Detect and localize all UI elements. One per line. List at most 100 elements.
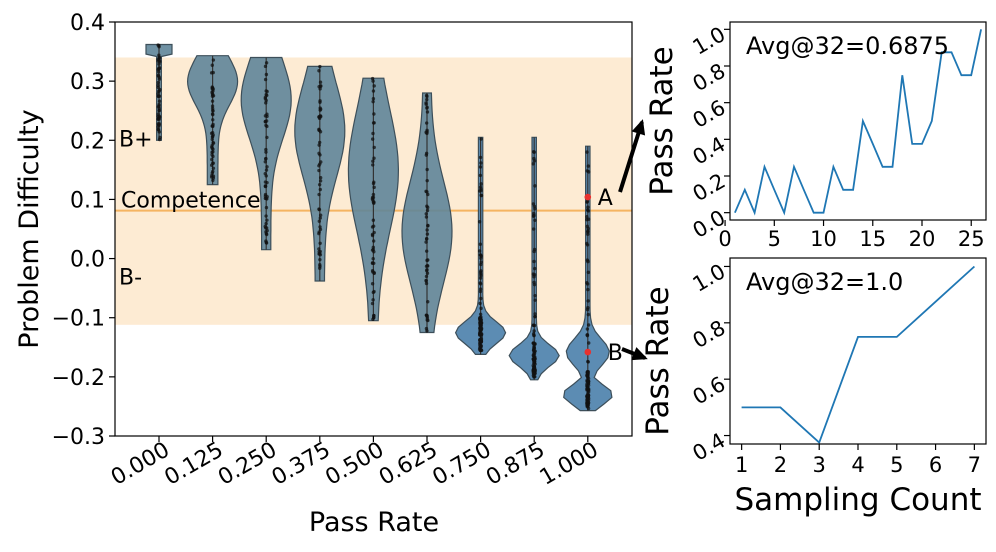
sample-point bbox=[211, 94, 216, 98]
sample-point bbox=[478, 155, 483, 160]
arrows-layer bbox=[618, 119, 648, 361]
sample-point bbox=[209, 131, 214, 136]
sample-point bbox=[478, 289, 483, 294]
sample-point bbox=[211, 58, 216, 62]
sample-point bbox=[586, 209, 591, 213]
sample-point bbox=[477, 220, 482, 224]
sample-point bbox=[587, 341, 591, 345]
sample-point bbox=[425, 258, 429, 263]
sample-point bbox=[264, 214, 268, 218]
sample-point bbox=[532, 211, 536, 216]
sample-point bbox=[585, 215, 589, 219]
sample-point bbox=[425, 228, 429, 232]
sample-point bbox=[479, 182, 483, 186]
sample-point bbox=[426, 192, 430, 197]
sample-point bbox=[425, 110, 430, 114]
sample-point bbox=[157, 114, 161, 118]
inset-x-tick-label: 20 bbox=[909, 227, 936, 251]
sample-point bbox=[424, 278, 428, 283]
sample-point bbox=[317, 143, 321, 147]
sample-point bbox=[586, 323, 591, 327]
sample-point bbox=[317, 219, 322, 223]
point-b-label: B bbox=[608, 341, 623, 366]
sample-point bbox=[585, 371, 590, 375]
sample-point bbox=[425, 232, 430, 236]
sample-point bbox=[533, 207, 537, 211]
violins-layer bbox=[145, 43, 613, 412]
bottom-inset-annotation: Avg@32=1.0 bbox=[746, 268, 903, 296]
sample-point bbox=[211, 109, 215, 113]
sample-point bbox=[371, 163, 375, 167]
sample-point bbox=[531, 323, 536, 327]
sample-point bbox=[318, 225, 322, 229]
sample-point bbox=[318, 99, 322, 103]
sample-point bbox=[157, 102, 161, 107]
sample-point bbox=[531, 341, 536, 345]
sample-point bbox=[478, 165, 483, 169]
sample-point bbox=[479, 260, 483, 264]
sample-point bbox=[533, 218, 537, 222]
sample-point bbox=[370, 233, 375, 238]
sample-point bbox=[318, 216, 322, 220]
sample-point bbox=[264, 61, 269, 65]
sample-point bbox=[424, 240, 428, 244]
inset-series-line bbox=[741, 265, 976, 445]
sample-point bbox=[425, 190, 429, 194]
sample-point bbox=[210, 153, 214, 157]
sample-point bbox=[478, 282, 483, 286]
sample-point bbox=[425, 271, 430, 275]
sample-point bbox=[424, 268, 429, 273]
inset-x-tick-label: 15 bbox=[859, 227, 886, 251]
sample-point bbox=[532, 150, 536, 154]
inset-x-tick-label: 4 bbox=[851, 453, 864, 477]
sample-point bbox=[478, 287, 483, 291]
sample-point bbox=[318, 266, 322, 270]
sample-point bbox=[478, 328, 482, 332]
sample-point bbox=[586, 299, 590, 303]
sample-point bbox=[318, 227, 323, 232]
sample-point bbox=[318, 87, 322, 91]
sample-point bbox=[157, 99, 162, 103]
sample-point bbox=[371, 79, 375, 83]
sample-point bbox=[424, 102, 428, 106]
bottom-inset-frame bbox=[729, 257, 987, 445]
sample-point bbox=[265, 89, 269, 94]
sample-point bbox=[479, 137, 483, 141]
sample-point bbox=[265, 165, 269, 169]
violin-plot-frame bbox=[114, 21, 633, 437]
sample-point bbox=[211, 176, 216, 180]
y-tick-label: −0.2 bbox=[52, 366, 105, 391]
sample-point bbox=[210, 150, 214, 155]
sample-point bbox=[210, 173, 214, 178]
sample-point bbox=[479, 256, 483, 260]
sample-point bbox=[156, 67, 160, 72]
sample-point bbox=[426, 264, 430, 268]
sample-point bbox=[371, 298, 375, 302]
sample-point bbox=[586, 170, 591, 174]
sample-point bbox=[479, 193, 484, 198]
sample-point bbox=[264, 205, 269, 210]
sample-point bbox=[478, 270, 483, 274]
sample-point bbox=[585, 150, 589, 154]
sample-point bbox=[318, 114, 323, 118]
sample-point bbox=[210, 143, 214, 147]
sample-point bbox=[158, 60, 162, 64]
sample-point bbox=[263, 180, 268, 184]
sample-point bbox=[156, 127, 160, 132]
sample-point bbox=[264, 98, 268, 103]
y-tick-label: 0.1 bbox=[70, 188, 105, 213]
sample-point bbox=[318, 80, 323, 84]
sample-point bbox=[210, 86, 214, 91]
sample-point bbox=[317, 250, 321, 254]
inset-x-tick-label: 0 bbox=[718, 227, 731, 251]
sample-point bbox=[585, 200, 589, 204]
sample-point bbox=[158, 135, 162, 140]
sample-point bbox=[211, 166, 216, 171]
sample-point bbox=[478, 348, 482, 353]
sample-point bbox=[317, 247, 321, 251]
sample-point bbox=[317, 151, 321, 156]
y-tick-label: 0.0 bbox=[70, 248, 105, 273]
sample-point bbox=[426, 224, 430, 228]
sample-point bbox=[585, 307, 590, 312]
sample-point bbox=[478, 242, 483, 246]
